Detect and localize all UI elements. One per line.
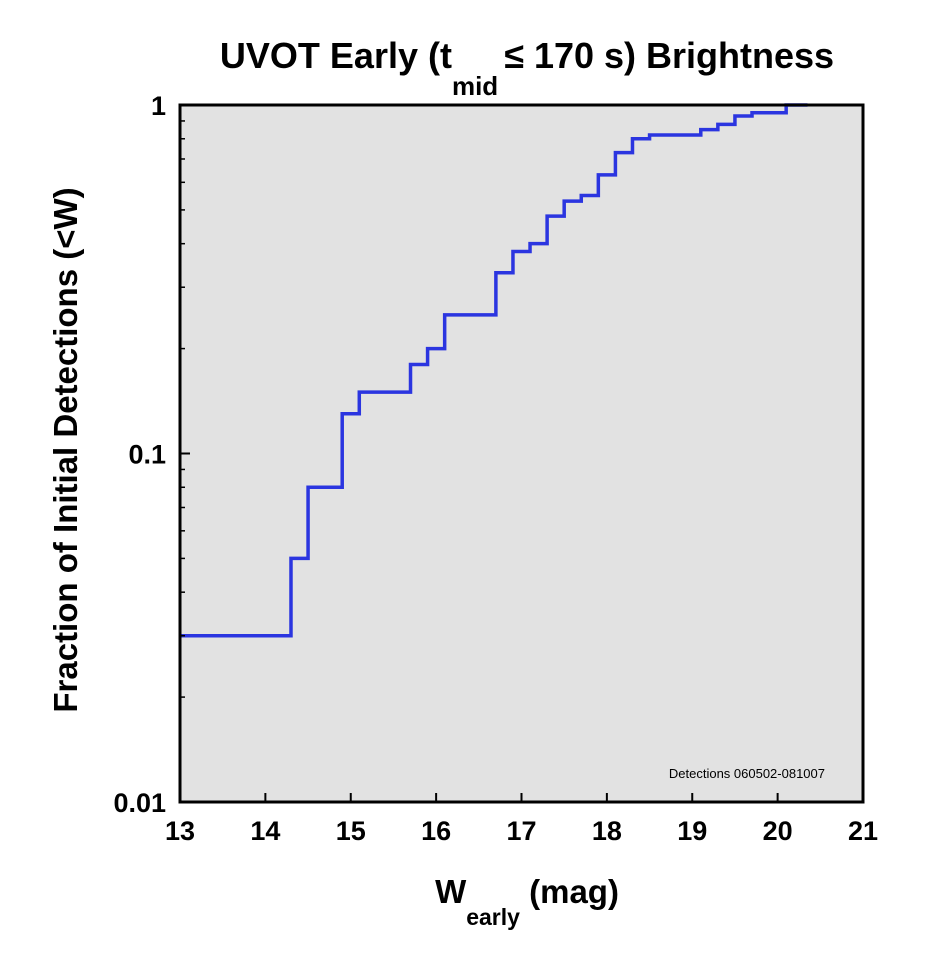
title-suffix: ≤ 170 s) Brightness <box>504 35 834 76</box>
plot-area <box>180 105 863 802</box>
x-axis-ticks: 13 14 15 16 17 18 19 20 21 <box>165 793 878 846</box>
x-tick-label: 14 <box>250 816 280 846</box>
y-axis-label: Fraction of Initial Detections (<W) <box>47 187 84 712</box>
x-label-main: W <box>435 873 467 910</box>
x-tick-label: 15 <box>336 816 366 846</box>
x-tick-label: 20 <box>763 816 793 846</box>
chart-title: UVOT Early (tmid≤ 170 s) Brightness <box>220 35 834 101</box>
series-layer <box>180 103 808 638</box>
x-label-subscript: early <box>466 904 520 930</box>
x-tick-label: 13 <box>165 816 195 846</box>
x-label-unit: (mag) <box>520 873 619 910</box>
x-axis-label: Wearly (mag) <box>435 873 619 930</box>
title-subscript: mid <box>452 71 498 101</box>
y-axis-ticks: 0.01 0.1 1 <box>113 91 190 818</box>
series-line-detections <box>180 103 808 638</box>
x-tick-label: 16 <box>421 816 451 846</box>
y-tick-label: 0.1 <box>128 440 166 470</box>
detections-annotation: Detections 060502-081007 <box>669 766 825 781</box>
x-tick-label: 17 <box>506 816 536 846</box>
x-tick-label: 19 <box>677 816 707 846</box>
x-tick-label: 18 <box>592 816 622 846</box>
y-tick-label: 1 <box>151 91 166 121</box>
y-tick-label: 0.01 <box>113 788 166 818</box>
x-tick-label: 21 <box>848 816 878 846</box>
title-prefix: UVOT Early (t <box>220 35 452 76</box>
